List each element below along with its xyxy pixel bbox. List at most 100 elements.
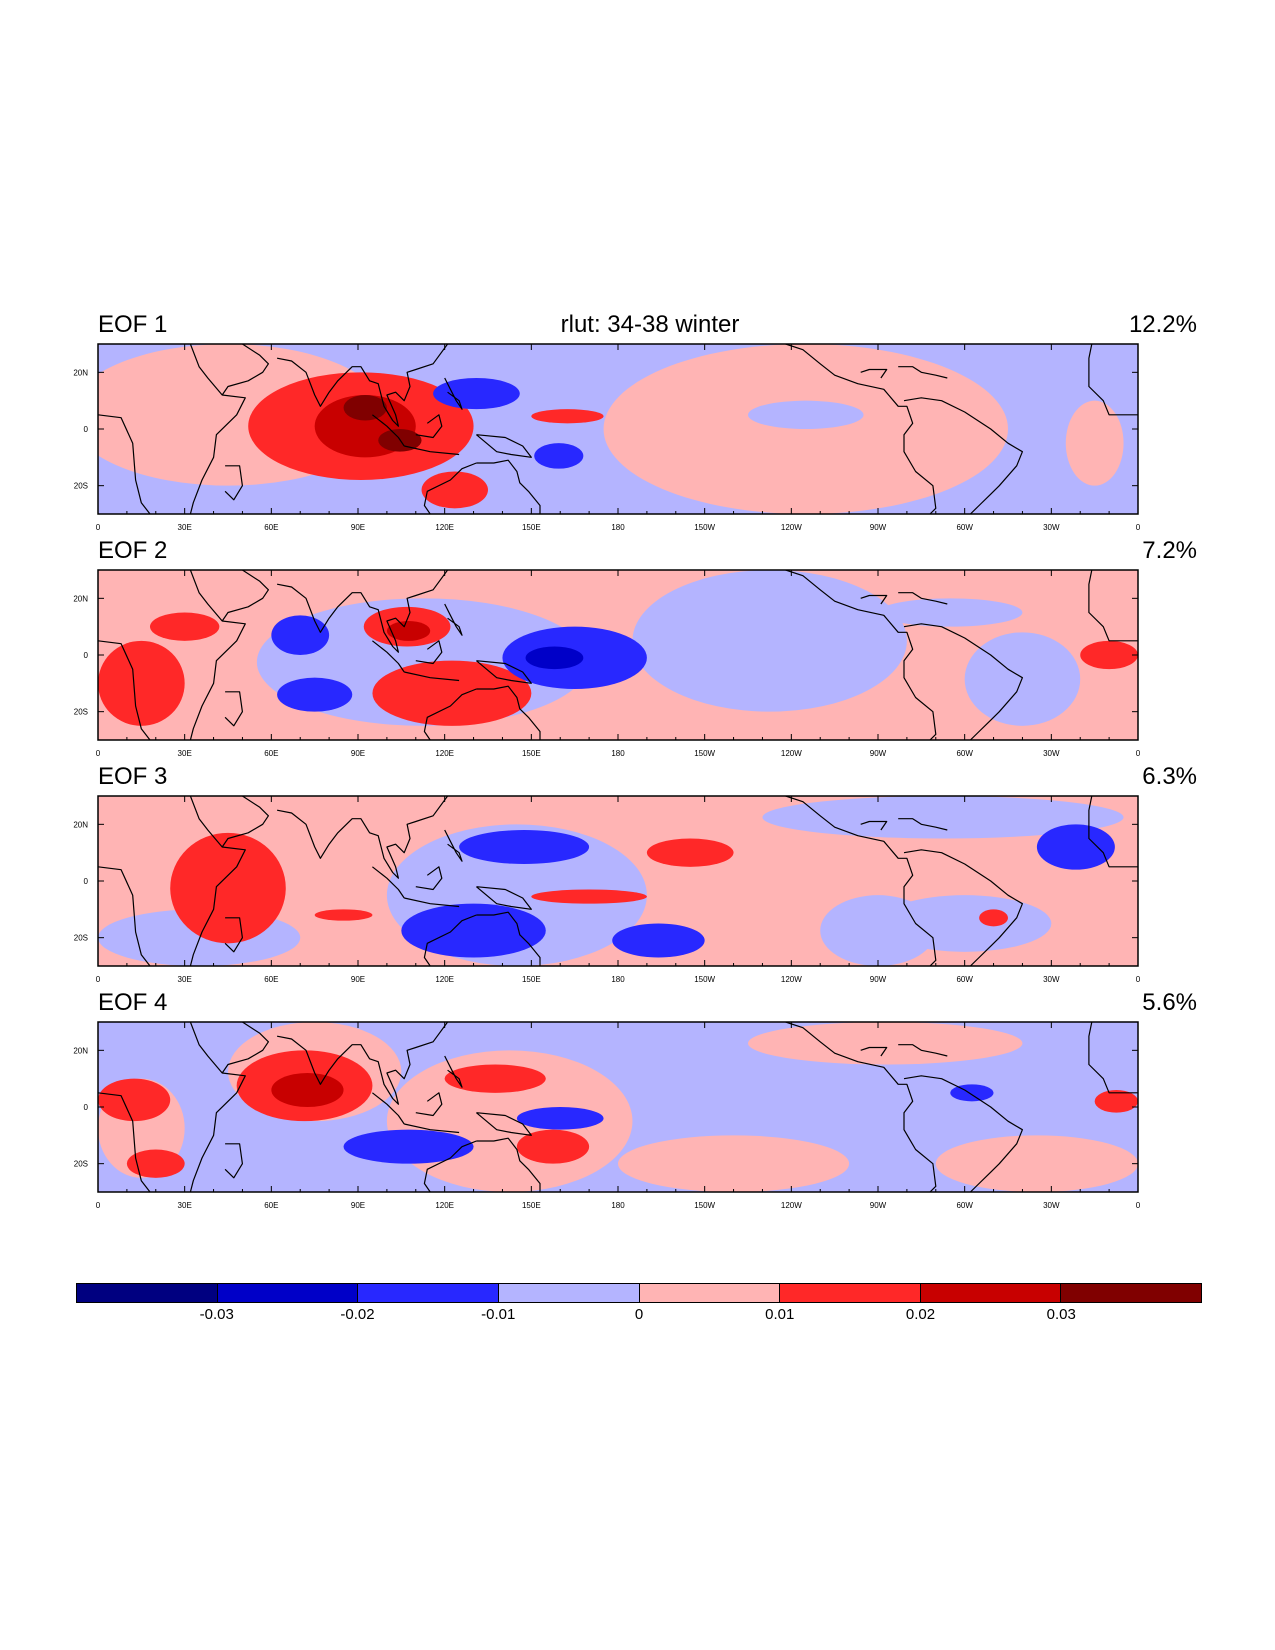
lon-tick-label: 60E xyxy=(264,975,278,984)
coastline xyxy=(415,640,443,665)
anomaly-pos-level-2 xyxy=(170,832,286,944)
lon-tick-label: 60E xyxy=(264,1201,278,1210)
lat-tick-label: 0 xyxy=(84,1103,89,1112)
anomaly-neg-level-2 xyxy=(401,903,546,958)
coastline xyxy=(423,914,477,966)
lat-tick-label: 20N xyxy=(73,368,88,377)
lat-tick-label: 20N xyxy=(73,594,88,603)
lon-tick-label: 150W xyxy=(694,1201,715,1210)
coastline xyxy=(785,344,937,514)
anomaly-pos-level-3 xyxy=(271,1073,344,1107)
coastline xyxy=(423,688,477,740)
colorbar-segment xyxy=(217,1284,359,1302)
lon-tick-label: 0 xyxy=(1136,523,1141,532)
coastline xyxy=(224,691,243,727)
anomaly-pos-level-1 xyxy=(935,1135,1138,1192)
coastline xyxy=(860,594,888,605)
colorbar-segment xyxy=(920,1284,1062,1302)
coastline xyxy=(1088,570,1138,642)
lat-tick-label: 0 xyxy=(84,877,89,886)
coastline xyxy=(444,603,463,636)
lat-tick-label: 20S xyxy=(74,934,88,943)
coastline xyxy=(860,368,888,379)
lon-tick-label: 90E xyxy=(351,975,365,984)
coastline xyxy=(404,671,460,682)
lon-tick-label: 60E xyxy=(264,523,278,532)
anomaly-pos-level-2 xyxy=(314,909,373,921)
eof-4-map: 20N 0 20S 0 30E 60E 90E 120E 150E 180 150W 120W 90W 6… xyxy=(73,1021,1141,1210)
coastline xyxy=(221,1022,269,1074)
colorbar-segment xyxy=(639,1284,781,1302)
coastline xyxy=(415,414,443,439)
lon-tick-label: 120W xyxy=(781,1201,802,1210)
anomaly-pos-level-2 xyxy=(1080,640,1138,670)
anomaly-neg-level-2 xyxy=(433,378,520,410)
anomaly-neg-level-1 xyxy=(632,570,907,712)
anomaly-pos-level-2 xyxy=(979,909,1008,927)
anomaly-neg-level-2 xyxy=(950,1084,994,1102)
anomaly-pos-level-2 xyxy=(126,1149,185,1178)
colorbar-label: 0.01 xyxy=(765,1306,795,1323)
coastline xyxy=(1088,344,1138,416)
panel-4-variance: 5.6% xyxy=(1142,989,1197,1016)
lat-tick-label: 0 xyxy=(84,651,89,660)
coastline xyxy=(1088,796,1138,868)
coastline xyxy=(189,570,246,740)
coastline xyxy=(189,1022,246,1192)
lon-tick-label: 60E xyxy=(264,749,278,758)
anomaly-neg-level-1 xyxy=(878,598,1023,627)
coastline xyxy=(221,570,269,622)
coastline xyxy=(372,640,405,673)
lon-tick-label: 90W xyxy=(870,975,887,984)
lon-tick-label: 180 xyxy=(611,749,625,758)
coastline xyxy=(476,886,532,910)
coastline xyxy=(898,592,948,605)
coastline xyxy=(98,1092,151,1192)
coastline xyxy=(224,465,243,501)
panel-2-variance: 7.2% xyxy=(1142,537,1197,564)
anomaly-pos-level-2 xyxy=(516,1129,590,1164)
lon-tick-label: 90W xyxy=(870,523,887,532)
lon-tick-label: 150E xyxy=(522,749,541,758)
colorbar xyxy=(76,1283,1202,1303)
anomaly-pos-level-1 xyxy=(618,1135,850,1192)
panel-3-title: EOF 3 xyxy=(98,763,168,790)
lon-tick-label: 120E xyxy=(435,1201,454,1210)
coastline xyxy=(476,685,541,740)
anomaly-pos-level-2 xyxy=(150,612,220,641)
panel-1-title: EOF 1 xyxy=(98,311,168,338)
coastline xyxy=(785,796,937,966)
coastline xyxy=(224,917,243,953)
main-title: rlut: 34-38 winter xyxy=(560,311,740,338)
lon-tick-label: 0 xyxy=(96,1201,101,1210)
anomaly-pos-level-1 xyxy=(748,1022,1023,1065)
coastline xyxy=(372,866,405,899)
anomaly-pos-level-4 xyxy=(343,395,387,421)
coastline xyxy=(476,911,541,966)
lon-tick-label: 30W xyxy=(1043,523,1060,532)
coastline xyxy=(404,1123,460,1134)
coastline xyxy=(444,1055,463,1088)
colorbar-segment xyxy=(498,1284,640,1302)
lon-tick-label: 90E xyxy=(351,749,365,758)
lat-tick-label: 20N xyxy=(73,1046,88,1055)
lon-tick-label: 150W xyxy=(694,975,715,984)
colorbar-label: 0 xyxy=(634,1306,644,1323)
lon-tick-label: 0 xyxy=(1136,1201,1141,1210)
lon-tick-label: 30W xyxy=(1043,975,1060,984)
lon-tick-label: 90E xyxy=(351,523,365,532)
coastline xyxy=(898,1044,948,1057)
lon-tick-label: 120W xyxy=(781,975,802,984)
colorbar-label: 0.02 xyxy=(905,1306,936,1323)
lat-tick-label: 20S xyxy=(74,482,88,491)
colorbar-segment xyxy=(77,1284,218,1302)
lon-tick-label: 150W xyxy=(694,749,715,758)
lon-tick-label: 90W xyxy=(870,1201,887,1210)
colorbar-label: -0.02 xyxy=(340,1306,375,1323)
lon-tick-label: 60W xyxy=(956,523,973,532)
anomaly-neg-level-1 xyxy=(878,895,1052,952)
coastline xyxy=(444,377,463,410)
lon-tick-label: 0 xyxy=(96,975,101,984)
anomaly-neg-level-2 xyxy=(277,677,353,712)
lon-tick-label: 60W xyxy=(956,975,973,984)
